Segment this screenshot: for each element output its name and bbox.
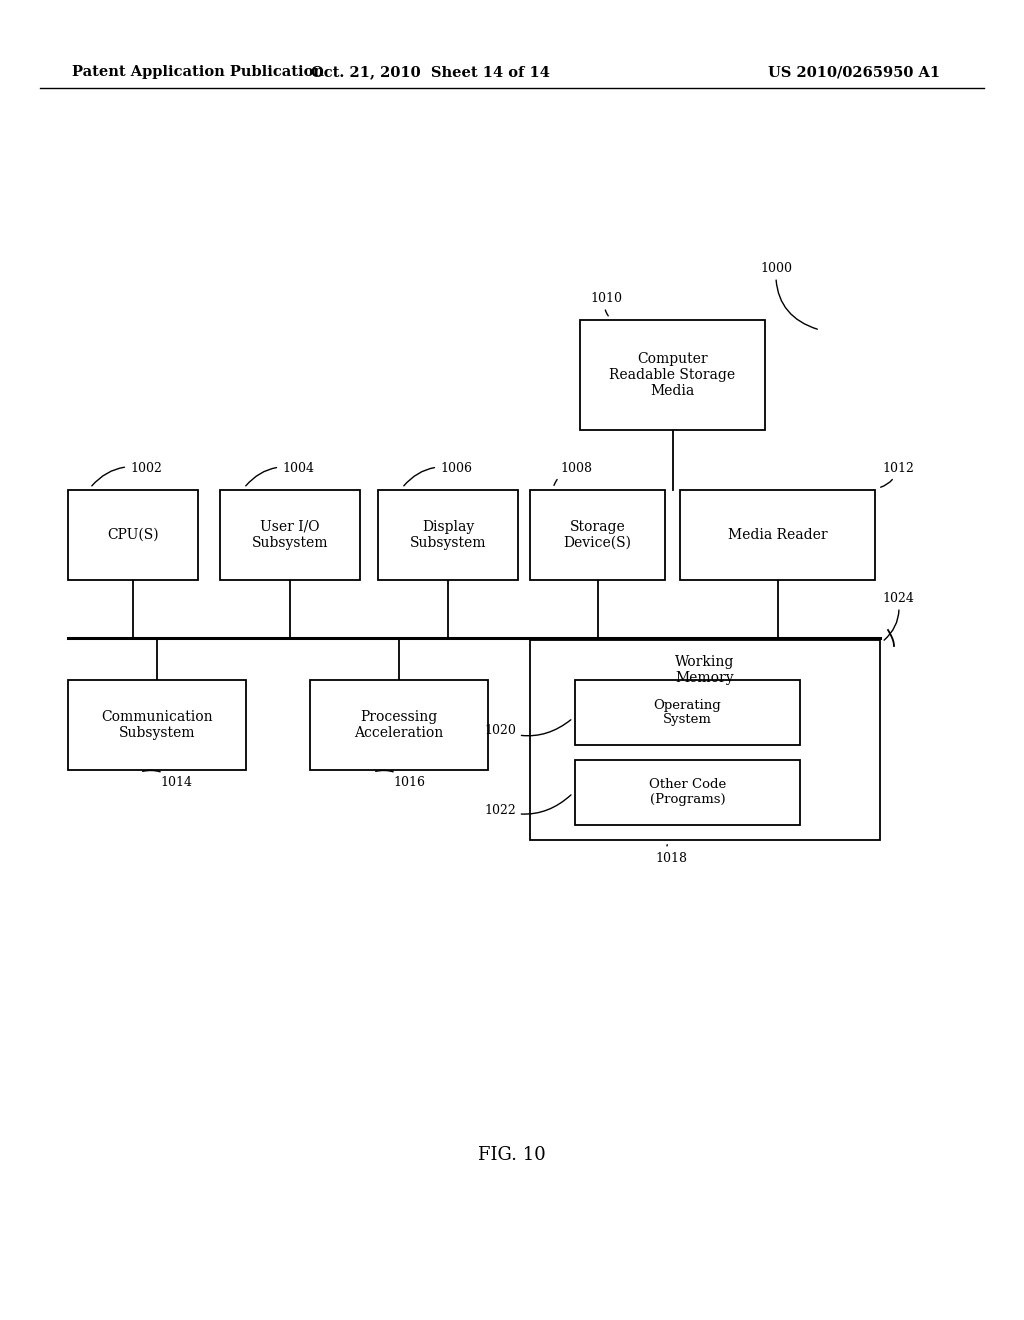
Bar <box>680 490 874 579</box>
Text: FIG. 10: FIG. 10 <box>478 1146 546 1164</box>
Text: 1024: 1024 <box>882 591 913 640</box>
Bar <box>530 640 880 840</box>
Bar <box>580 319 765 430</box>
Text: Computer
Readable Storage
Media: Computer Readable Storage Media <box>609 352 735 399</box>
Text: 1002: 1002 <box>92 462 162 486</box>
Text: CPU(S): CPU(S) <box>108 528 159 543</box>
Text: 1014: 1014 <box>142 771 193 788</box>
Text: Operating
System: Operating System <box>653 698 721 726</box>
Bar <box>220 490 360 579</box>
Bar <box>530 490 665 579</box>
Text: 1006: 1006 <box>403 462 472 486</box>
Text: 1004: 1004 <box>246 462 314 486</box>
Text: Communication
Subsystem: Communication Subsystem <box>101 710 213 741</box>
Text: 1000: 1000 <box>760 261 817 329</box>
Bar <box>68 490 198 579</box>
Text: Oct. 21, 2010  Sheet 14 of 14: Oct. 21, 2010 Sheet 14 of 14 <box>310 65 550 79</box>
Text: 1010: 1010 <box>590 292 622 315</box>
Bar <box>575 760 800 825</box>
Text: 1012: 1012 <box>881 462 913 487</box>
Text: Media Reader: Media Reader <box>728 528 827 543</box>
Text: 1020: 1020 <box>484 719 570 737</box>
Text: 1022: 1022 <box>484 795 571 817</box>
Text: Display
Subsystem: Display Subsystem <box>410 520 486 550</box>
Text: Working
Memory: Working Memory <box>675 655 734 685</box>
Text: Other Code
(Programs): Other Code (Programs) <box>649 779 726 807</box>
Text: Patent Application Publication: Patent Application Publication <box>72 65 324 79</box>
Text: 1018: 1018 <box>655 845 687 865</box>
Text: Processing
Acceleration: Processing Acceleration <box>354 710 443 741</box>
Text: User I/O
Subsystem: User I/O Subsystem <box>252 520 329 550</box>
Bar <box>378 490 518 579</box>
Text: 1008: 1008 <box>554 462 592 486</box>
Text: 1016: 1016 <box>376 771 425 788</box>
Bar <box>68 680 246 770</box>
Text: Storage
Device(S): Storage Device(S) <box>563 520 632 550</box>
Bar <box>575 680 800 744</box>
Bar <box>310 680 488 770</box>
Text: US 2010/0265950 A1: US 2010/0265950 A1 <box>768 65 940 79</box>
